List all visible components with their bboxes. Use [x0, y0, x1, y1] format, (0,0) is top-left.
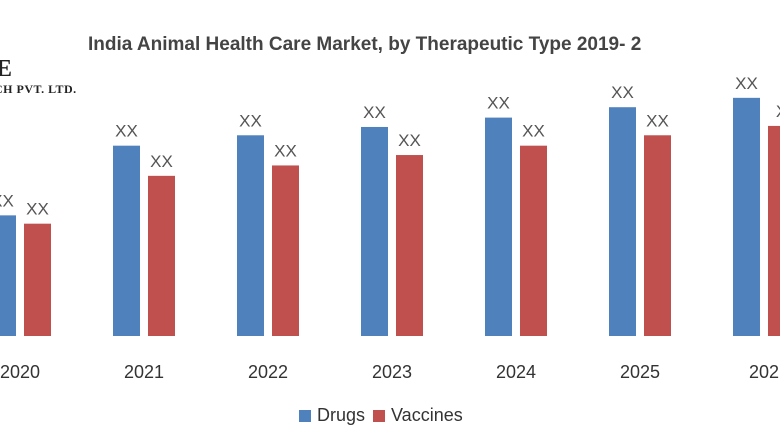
data-label-drugs-2020: XX [0, 191, 14, 210]
legend-item-vaccines: Vaccines [373, 405, 463, 426]
bar-vaccines-202 [768, 125, 780, 336]
logo-text-bottom: CH PVT. LTD. [0, 82, 77, 96]
x-tick-label-2024: 2024 [496, 362, 536, 382]
data-label-drugs-2021: XX [115, 122, 138, 141]
data-label-drugs-2023: XX [363, 103, 386, 122]
bar-vaccines-2023 [396, 155, 423, 336]
legend-label-drugs: Drugs [317, 405, 366, 425]
x-tick-label-202: 202 [749, 362, 779, 382]
data-label-vaccines-2021: XX [150, 152, 173, 171]
x-tick-label-2020: 2020 [0, 362, 40, 382]
legend-swatch-vaccines [373, 409, 386, 422]
chart-title: India Animal Health Care Market, by Ther… [88, 34, 642, 55]
data-label-vaccines-202: X [776, 102, 780, 121]
bar-vaccines-2020 [24, 223, 51, 336]
legend: Drugs Vaccines [299, 405, 463, 426]
bar-vaccines-2024 [520, 145, 547, 336]
bar-drugs-202 [733, 97, 760, 336]
data-label-vaccines-2023: XX [398, 131, 421, 150]
bar-drugs-2024 [485, 117, 512, 336]
logo-text-top: E [0, 56, 13, 82]
bar-drugs-2020 [0, 215, 16, 336]
bar-vaccines-2022 [272, 165, 299, 336]
bar-vaccines-2025 [644, 135, 671, 336]
legend-item-drugs: Drugs [299, 405, 365, 426]
data-label-vaccines-2025: XX [646, 111, 669, 130]
x-tick-label-2022: 2022 [248, 362, 288, 382]
bar-drugs-2021 [113, 145, 140, 336]
data-label-drugs-202: XX [735, 74, 758, 93]
x-tick-label-2021: 2021 [124, 362, 164, 382]
legend-swatch-drugs [299, 409, 311, 422]
data-label-vaccines-2024: XX [522, 122, 545, 141]
bar-drugs-2025 [609, 107, 636, 336]
data-label-vaccines-2020: XX [26, 200, 49, 219]
data-label-drugs-2022: XX [239, 111, 262, 130]
data-label-drugs-2025: XX [611, 83, 634, 102]
x-tick-label-2025: 2025 [620, 362, 660, 382]
data-label-drugs-2024: XX [487, 94, 510, 113]
x-tick-label-2023: 2023 [372, 362, 412, 382]
bar-drugs-2023 [361, 126, 388, 337]
legend-label-vaccines: Vaccines [391, 405, 463, 425]
bar-vaccines-2021 [148, 175, 175, 336]
bar-drugs-2022 [237, 135, 264, 336]
data-label-vaccines-2022: XX [274, 141, 297, 160]
